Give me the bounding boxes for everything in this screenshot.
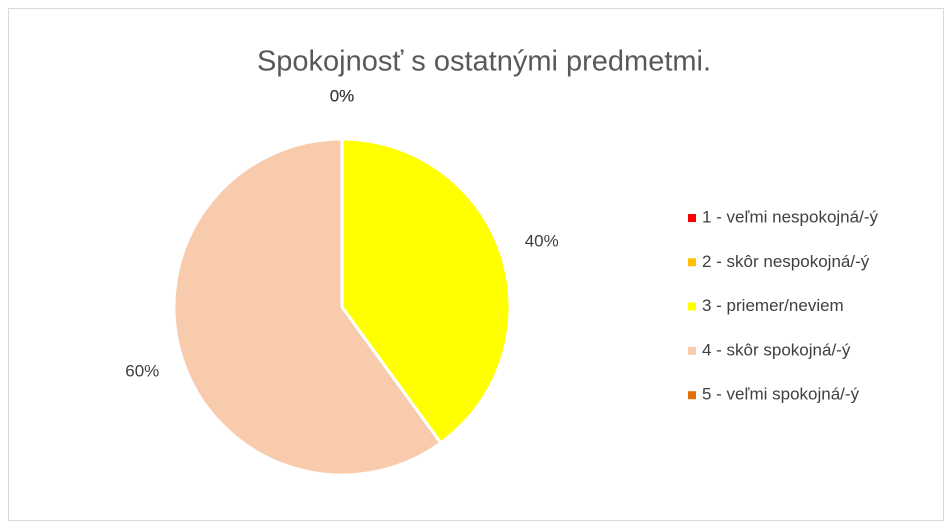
- pie-slice: [172, 137, 443, 477]
- data-label: 0%: [330, 86, 355, 105]
- data-label: 40%: [525, 232, 559, 251]
- legend-label: 4 - skôr spokojná/-ý: [702, 340, 851, 359]
- legend-swatch: [688, 214, 696, 222]
- legend-label: 2 - skôr nespokojná/-ý: [702, 252, 870, 271]
- legend-label: 1 - veľmi nespokojná/-ý: [702, 207, 878, 226]
- data-label: 60%: [125, 361, 159, 380]
- legend-label: 5 - veľmi spokojná/-ý: [702, 385, 860, 404]
- legend-swatch: [688, 302, 696, 311]
- data-label: 0%: [330, 86, 355, 105]
- chart-title: Spokojnosť s ostatnými predmetmi.: [257, 46, 711, 78]
- pie-slice: [340, 137, 512, 446]
- legend-label: 3 - priemer/neviem: [702, 296, 844, 315]
- data-label: 0%: [330, 86, 355, 105]
- legend-swatch: [688, 391, 696, 400]
- legend-swatch: [688, 346, 696, 355]
- legend-swatch: [688, 258, 696, 267]
